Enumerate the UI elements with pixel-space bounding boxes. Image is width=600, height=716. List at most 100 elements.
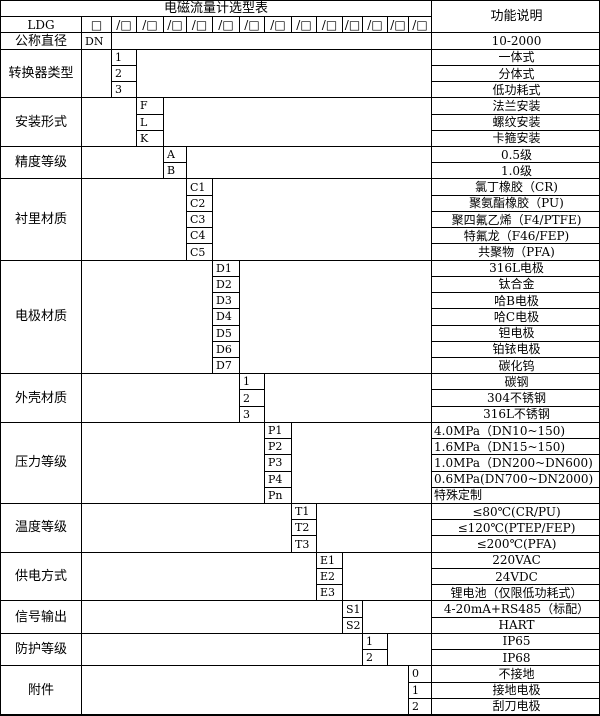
option-description: 1.0级 xyxy=(432,163,600,180)
slot-box: /□ xyxy=(240,17,265,34)
option-code: P1 xyxy=(265,422,292,440)
section-label: 供电方式 xyxy=(1,552,82,602)
option-code: C3 xyxy=(187,211,213,229)
blank-cell xyxy=(240,260,432,375)
slot-box: /□ xyxy=(112,17,137,34)
blank-cell xyxy=(82,633,363,667)
section-label: 压力等级 xyxy=(1,422,82,505)
blank-cell xyxy=(343,552,432,602)
section-label: 电极材质 xyxy=(1,260,82,375)
blank-cell xyxy=(82,260,213,375)
section-label: 温度等级 xyxy=(1,504,82,553)
option-description: 碳钢 xyxy=(432,374,600,391)
option-description: 聚四氟乙烯（F4/PTFE) xyxy=(432,212,600,229)
option-description: 低功耗式 xyxy=(432,82,600,99)
option-code: K xyxy=(137,130,164,148)
option-description: 一体式 xyxy=(432,50,600,66)
option-description: 卡箍安装 xyxy=(432,131,600,148)
blank-cell xyxy=(213,179,432,261)
nominal-code: DN xyxy=(82,33,112,50)
option-code: D2 xyxy=(213,276,240,294)
option-description: 碳化钨 xyxy=(432,358,600,375)
option-code: P4 xyxy=(265,471,292,488)
option-description: 特殊定制 xyxy=(432,488,600,505)
option-description: 哈C电极 xyxy=(432,309,600,326)
option-description: 分体式 xyxy=(432,66,600,83)
option-description: IP65 xyxy=(432,634,600,651)
blank-cell xyxy=(82,98,137,148)
blank-cell xyxy=(388,633,432,667)
option-code: D7 xyxy=(213,357,240,375)
option-description: 接地电极 xyxy=(432,683,600,699)
slot-box: /□ xyxy=(164,17,187,34)
option-description: 220VAC xyxy=(432,553,600,569)
option-description: 哈B电极 xyxy=(432,293,600,310)
blank-cell xyxy=(82,179,187,261)
option-code: 3 xyxy=(112,82,137,99)
option-code: 3 xyxy=(240,406,265,423)
option-description: ≤120℃(PTEP/FEP) xyxy=(432,520,600,537)
nominal-desc: 10-2000 xyxy=(432,33,600,50)
option-code: D1 xyxy=(213,260,240,277)
option-code: S1 xyxy=(343,601,363,618)
option-description: ≤80℃(CR/PU) xyxy=(432,504,600,521)
blank-cell xyxy=(82,504,292,553)
slot-box: /□ xyxy=(343,17,363,34)
option-code: 1 xyxy=(363,633,388,651)
option-description: 刮刀电极 xyxy=(432,699,600,715)
option-description: 氯丁橡胶（CR) xyxy=(432,179,600,196)
option-description: 316L电极 xyxy=(432,261,600,277)
option-code: E1 xyxy=(317,552,343,569)
slot-box: /□ xyxy=(265,17,292,34)
slot-box: /□ xyxy=(317,17,343,34)
option-code: D3 xyxy=(213,293,240,310)
table-title: 电磁流量计选型表 xyxy=(1,1,432,18)
blank-cell xyxy=(82,49,112,99)
option-code: T2 xyxy=(292,520,317,537)
section-label: 安装形式 xyxy=(1,98,82,148)
section-label: 衬里材质 xyxy=(1,179,82,261)
option-description: IP68 xyxy=(432,650,600,667)
option-code: B xyxy=(164,163,187,180)
option-description: 铂铱电极 xyxy=(432,342,600,358)
option-code: S2 xyxy=(343,617,363,634)
option-code: D5 xyxy=(213,325,240,342)
option-description: 钽电极 xyxy=(432,326,600,342)
option-code: E3 xyxy=(317,585,343,602)
option-description: 法兰安装 xyxy=(432,98,600,115)
blank-cell xyxy=(82,147,164,180)
section-label: 外壳材质 xyxy=(1,374,82,423)
slot-box: /□ xyxy=(187,17,213,34)
option-description: 316L不锈钢 xyxy=(432,407,600,423)
option-code: L xyxy=(137,114,164,131)
option-description: HART xyxy=(432,618,600,634)
option-code: P3 xyxy=(265,455,292,472)
option-description: 共聚物（PFA) xyxy=(432,244,600,261)
section-label: 信号输出 xyxy=(1,601,82,634)
slot-box: /□ xyxy=(363,17,388,34)
option-code: Pn xyxy=(265,487,292,505)
nominal-label: 公称直径 xyxy=(1,33,82,50)
blank-cell xyxy=(137,49,432,99)
section-label: 精度等级 xyxy=(1,147,82,180)
option-description: 螺纹安装 xyxy=(432,115,600,131)
option-code: E2 xyxy=(317,568,343,586)
section-label: 转换器类型 xyxy=(1,49,82,99)
slot-box: /□ xyxy=(388,17,409,34)
model-label: LDG xyxy=(1,17,82,34)
blank-cell xyxy=(82,374,240,423)
model-first-box: □ xyxy=(82,17,112,34)
section-label: 防护等级 xyxy=(1,633,82,667)
blank-cell xyxy=(82,422,265,505)
option-code: 1 xyxy=(112,49,137,66)
option-code: 0 xyxy=(409,666,432,683)
blank-cell xyxy=(82,601,343,634)
option-code: T3 xyxy=(292,536,317,553)
option-code: 1 xyxy=(240,374,265,391)
option-code: 2 xyxy=(363,650,388,667)
function-header: 功能说明 xyxy=(432,1,600,34)
option-code: D4 xyxy=(213,309,240,326)
option-code: 2 xyxy=(112,65,137,83)
option-description: 1.0MPa（DN200~DN600) xyxy=(432,455,600,472)
option-description: 0.6MPa(DN700~DN2000) xyxy=(432,472,600,488)
